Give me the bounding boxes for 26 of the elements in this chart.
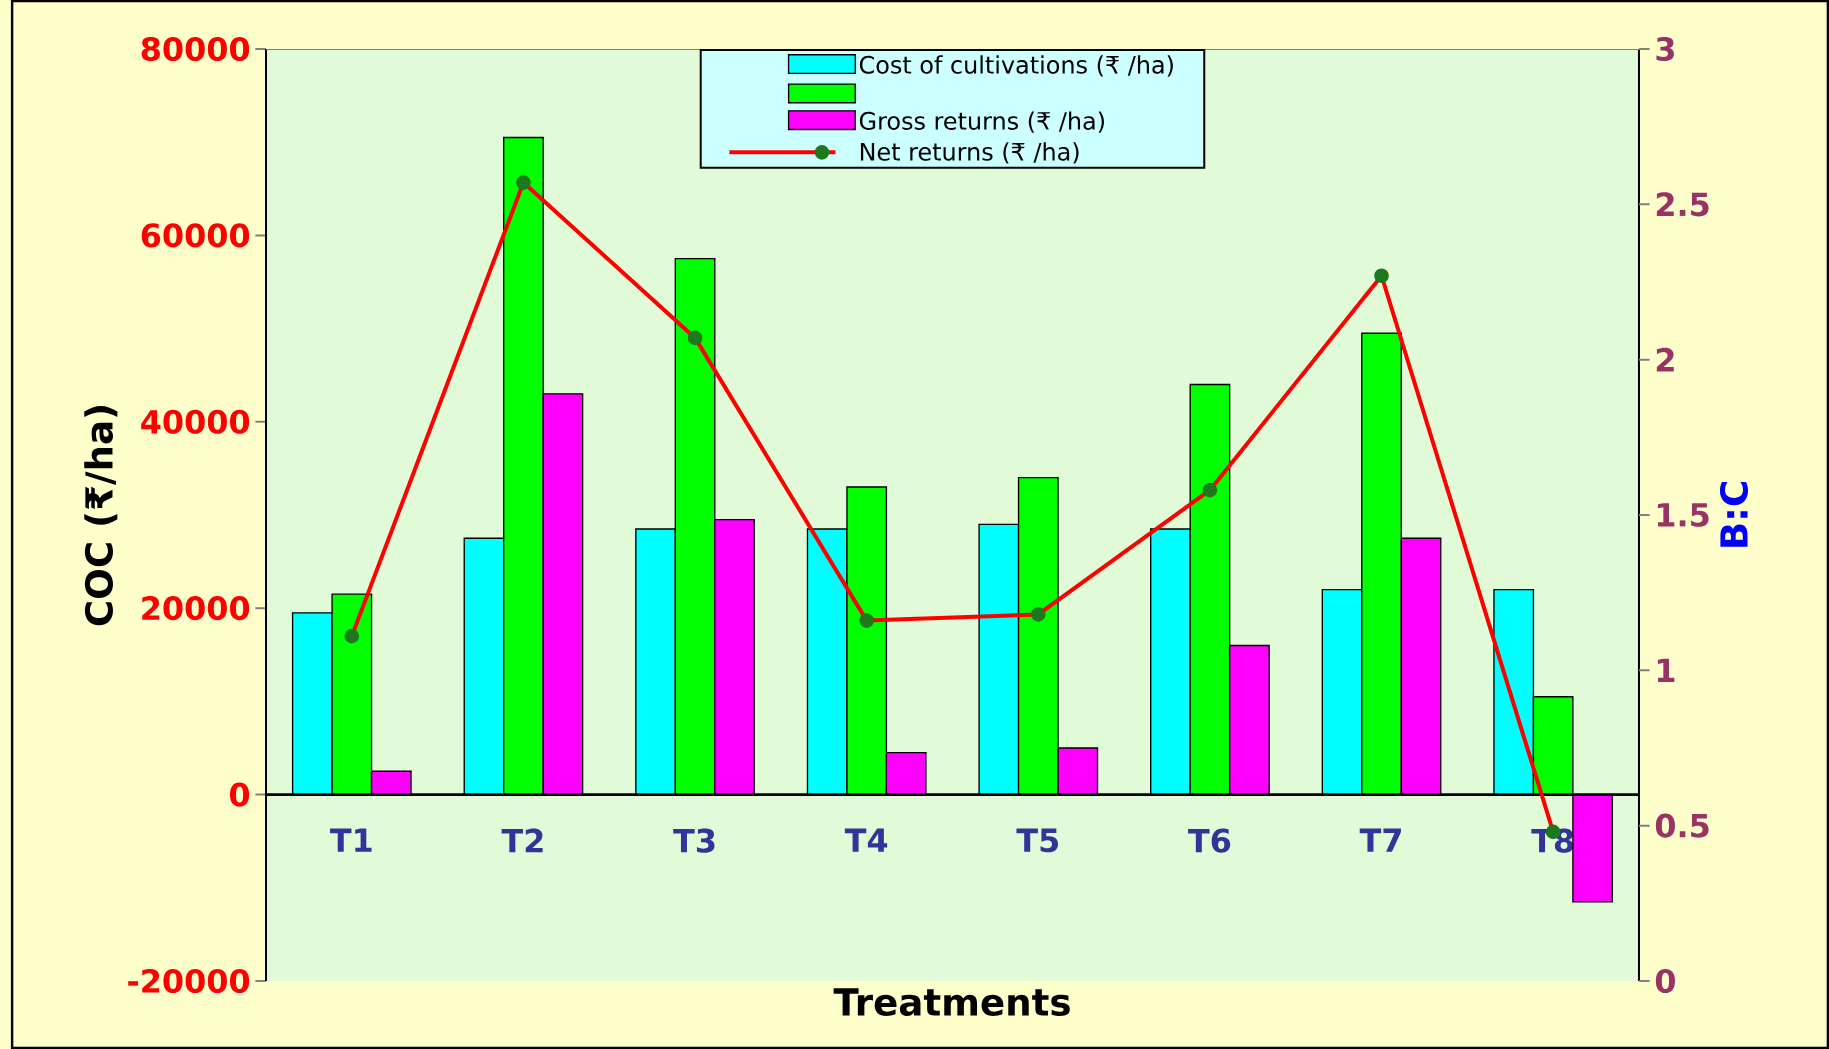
y-tick-label: 20000 bbox=[142, 596, 250, 621]
y2-tick-label: 2 bbox=[1656, 347, 1674, 372]
y-axis-title: COC (₹/ha) bbox=[84, 406, 118, 626]
y-tick-label: 40000 bbox=[141, 409, 250, 434]
x-axis-title: Treatments bbox=[833, 988, 1070, 1016]
y-tick-label: -20000 bbox=[128, 968, 250, 994]
y2-tick-label: 0 bbox=[1655, 968, 1675, 994]
x-tick-label: T6 bbox=[1188, 828, 1231, 853]
x-tick-label: T5 bbox=[1016, 828, 1059, 853]
y2-tick-label: 3 bbox=[1656, 36, 1674, 62]
y-tick-label: 80000 bbox=[141, 36, 250, 62]
y2-axis-title: B:C bbox=[1719, 482, 1749, 547]
legend-label: Cost of cultivations (₹ /ha) bbox=[859, 55, 1173, 77]
x-tick-label: T3 bbox=[673, 828, 715, 853]
y2-tick-label: 1 bbox=[1657, 658, 1675, 682]
y2-tick-label: 2.5 bbox=[1656, 192, 1709, 217]
y2-tick-label: 1.5 bbox=[1657, 503, 1709, 527]
legend-label: Net returns (₹ /ha) bbox=[860, 142, 1079, 164]
x-tick-label: T1 bbox=[330, 828, 372, 852]
y2-tick-label: 0.5 bbox=[1655, 813, 1709, 838]
x-tick-label: T4 bbox=[844, 828, 888, 852]
x-tick-label: T2 bbox=[501, 828, 543, 853]
legend-label: Gross returns (₹ /ha) bbox=[859, 111, 1104, 133]
y-tick-label: 0 bbox=[229, 782, 250, 807]
y-tick-label: 60000 bbox=[141, 223, 250, 248]
x-tick-label: T7 bbox=[1359, 828, 1401, 852]
